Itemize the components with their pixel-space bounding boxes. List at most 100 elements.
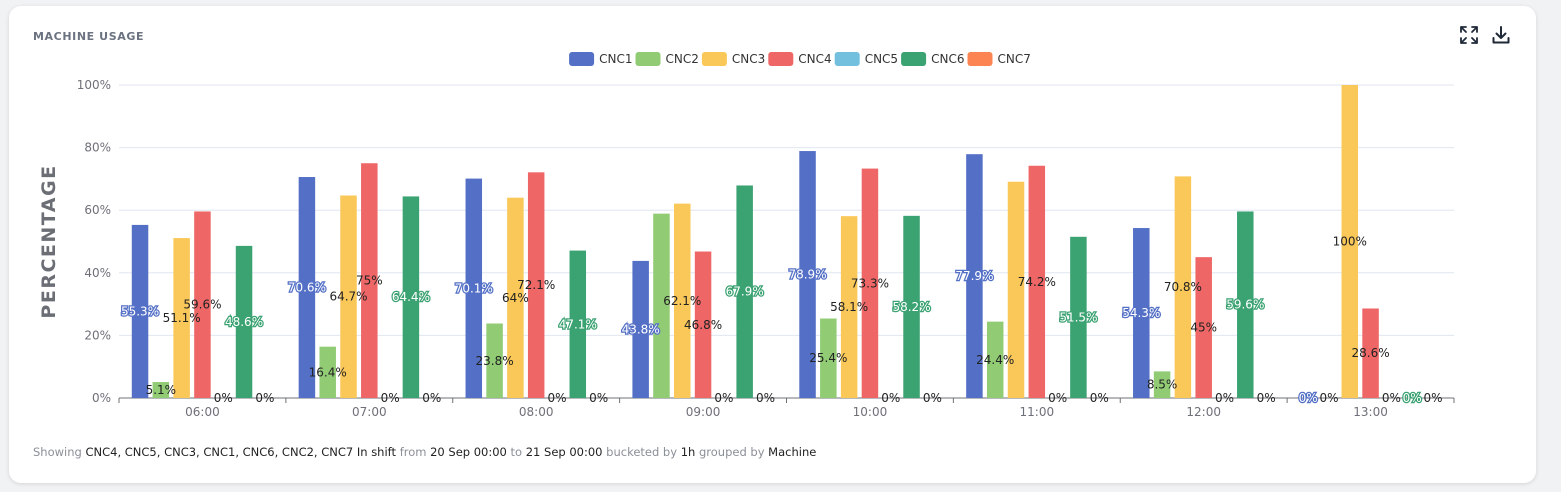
data-label: 48.6% [225,315,263,329]
data-label: 0% [1215,391,1234,405]
bar-cnc6 [569,250,587,398]
data-label: 16.4% [309,365,347,379]
data-label: 0% [381,391,400,405]
bar-cnc4 [1028,165,1046,398]
data-label: 58.2% [892,300,930,314]
card-title: MACHINE USAGE [33,30,145,43]
legend-swatch [901,52,927,66]
data-label: 67.9% [726,285,764,299]
bar-cnc2 [319,346,336,398]
data-label: 100% [1333,235,1367,249]
data-label: 72.1% [517,278,555,292]
data-label: 0% [881,391,900,405]
data-label: 23.8% [476,354,514,368]
data-label: 8.5% [1147,378,1178,392]
data-label: 59.6% [183,298,221,312]
bar-cnc4 [361,163,378,398]
legend-swatch [967,52,993,66]
legend-label: CNC3 [732,52,765,66]
data-label: 70.6% [288,281,326,295]
bar-cnc1 [966,154,983,398]
data-label: 78.9% [788,268,826,282]
x-tick-label: 10:00 [853,405,888,419]
bar-cnc4 [694,251,712,398]
footer-to: 21 Sep 00:00 [525,445,603,459]
data-label: 25.4% [809,351,847,365]
legend-label: CNC2 [666,52,699,66]
expand-icon [1460,26,1478,44]
download-button[interactable] [1490,24,1512,46]
legend-swatch [701,52,727,66]
data-label: 55.3% [121,304,159,318]
y-tick-label: 60% [84,203,111,217]
data-label: 75% [356,274,383,288]
bar-cnc6 [736,185,753,398]
bar-cnc6 [402,196,420,398]
data-label: 0% [1423,391,1442,405]
bar-cnc4 [194,211,211,398]
data-label: 0% [1257,391,1276,405]
legend-label: CNC7 [998,52,1031,66]
download-icon [1492,26,1510,44]
footer-from: 20 Sep 00:00 [430,445,507,459]
bar-cnc3 [1341,85,1359,398]
bar-cnc2 [820,318,837,398]
legend-label: CNC5 [865,52,898,66]
data-label: 0% [589,391,608,405]
legend-label: CNC4 [798,52,831,66]
bar-cnc1 [298,177,316,398]
data-label: 46.8% [684,318,722,332]
bar-cnc4 [1195,257,1212,398]
bar-cnc6 [903,215,920,398]
bar-cnc2 [986,321,1004,398]
bar-cnc1 [465,178,483,398]
y-tick-label: 20% [84,328,111,342]
data-label: 0% [714,391,733,405]
data-label: 59.6% [1226,298,1264,312]
data-label: 0% [1382,391,1401,405]
bar-chart: 0% 20% 40% 60% 80% 100% PERCENTAGE CNC1 CNC2 CNC3… [38,52,1455,419]
data-label: 64.4% [392,290,430,304]
data-label: 74.2% [1018,275,1056,289]
legend-swatch [635,52,661,66]
data-label: 0% [1319,391,1338,405]
data-label: 0% [214,391,233,405]
data-label: 45% [1190,321,1217,335]
legend-label: CNC1 [599,52,632,66]
bar-cnc1 [1133,228,1150,398]
bar-cnc6 [235,245,253,398]
expand-button[interactable] [1458,24,1480,46]
y-tick-label: 100% [77,78,111,92]
data-label: 0% [756,391,775,405]
bar-cnc4 [527,172,545,398]
bar-cnc1 [799,151,816,398]
bar-cnc4 [861,168,879,398]
data-label: 24.4% [976,353,1014,367]
data-label: 64% [502,291,529,305]
data-label: 0% [547,391,566,405]
data-label: 64.7% [329,290,367,304]
bar-cnc3 [1007,181,1025,398]
legend-swatch [768,52,794,66]
data-label: 0% [422,391,441,405]
data-label: 47.1% [559,317,597,331]
data-label: 0% [255,391,274,405]
data-label: 62.1% [663,294,701,308]
bar-cnc4 [1362,308,1379,398]
data-label: 73.3% [851,276,889,290]
data-label: 51.1% [163,311,201,325]
data-label: 77.9% [955,269,993,283]
bar-cnc3 [507,197,524,398]
bar-cnc3 [840,216,858,398]
data-label: 0% [1299,391,1318,405]
footer-bucket: 1h [680,445,696,459]
machine-usage-card: MACHINE USAGE 0% 20% 40% 60% 80% 100% PERCENTA… [9,6,1536,483]
legend-label: CNC6 [931,52,964,66]
bar-cnc6 [1070,236,1087,398]
x-tick-label: 12:00 [1186,405,1221,419]
y-tick-label: 40% [84,266,111,280]
footer-machines: CNC4, CNC5, CNC3, CNC1, CNC6, CNC2, CNC7 [85,445,354,459]
footer-to-label: to [510,445,523,459]
footer-state: In shift [356,445,397,459]
data-label: 70.1% [455,281,493,295]
